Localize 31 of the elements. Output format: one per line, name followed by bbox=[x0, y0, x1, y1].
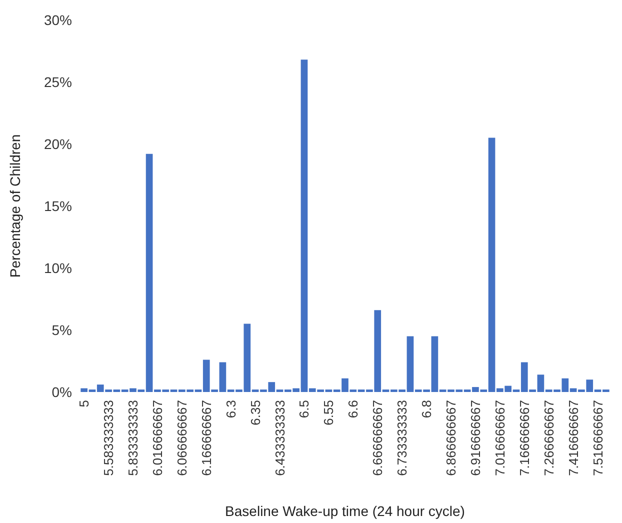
x-tick-label: 6.733333333 bbox=[394, 400, 410, 476]
y-tick-label: 0% bbox=[52, 384, 72, 400]
x-tick-label: 6.6 bbox=[346, 400, 361, 418]
x-tick-label: 6.35 bbox=[248, 400, 263, 426]
y-tick-label: 10% bbox=[44, 260, 72, 276]
x-tick-label: 6.8 bbox=[419, 400, 434, 418]
x-tick-label: 5.833333333 bbox=[126, 400, 140, 476]
x-tick-label: 6.55 bbox=[321, 400, 336, 426]
x-tick-label: 6.916666667 bbox=[468, 400, 483, 476]
x-tick-label: 7.416666667 bbox=[566, 400, 581, 476]
x-tick-label: 7.166666667 bbox=[516, 400, 532, 476]
x-tick-label: 5.583333333 bbox=[101, 400, 116, 476]
x-tick-label: 6.016666667 bbox=[150, 400, 165, 476]
x-tick-label: 7.516666667 bbox=[590, 400, 606, 476]
y-tick-label: 15% bbox=[44, 198, 72, 214]
x-tick-label: 6.866666667 bbox=[444, 400, 458, 476]
y-tick-label: 20% bbox=[44, 136, 72, 152]
y-tick-label: 30% bbox=[44, 12, 72, 28]
x-tick-label: 6.433333333 bbox=[272, 400, 288, 476]
x-tick-label: 6.666666667 bbox=[370, 400, 386, 476]
x-tick-label: 6.166666667 bbox=[198, 400, 214, 476]
x-axis-title: Baseline Wake-up time (24 hour cycle) bbox=[225, 503, 465, 519]
y-tick-label: 25% bbox=[44, 74, 72, 90]
y-tick-label: 5% bbox=[52, 322, 72, 338]
x-tick-label: 6.066666667 bbox=[174, 400, 190, 476]
y-axis-title: Percentage of Children bbox=[7, 134, 23, 278]
x-tick-label: 7.266666667 bbox=[541, 400, 556, 476]
x-tick-label: 6.5 bbox=[296, 400, 312, 418]
x-tick-label: 6.3 bbox=[223, 400, 238, 418]
x-tick-label: 7.016666667 bbox=[492, 400, 508, 476]
x-tick-label: 5 bbox=[76, 400, 92, 408]
